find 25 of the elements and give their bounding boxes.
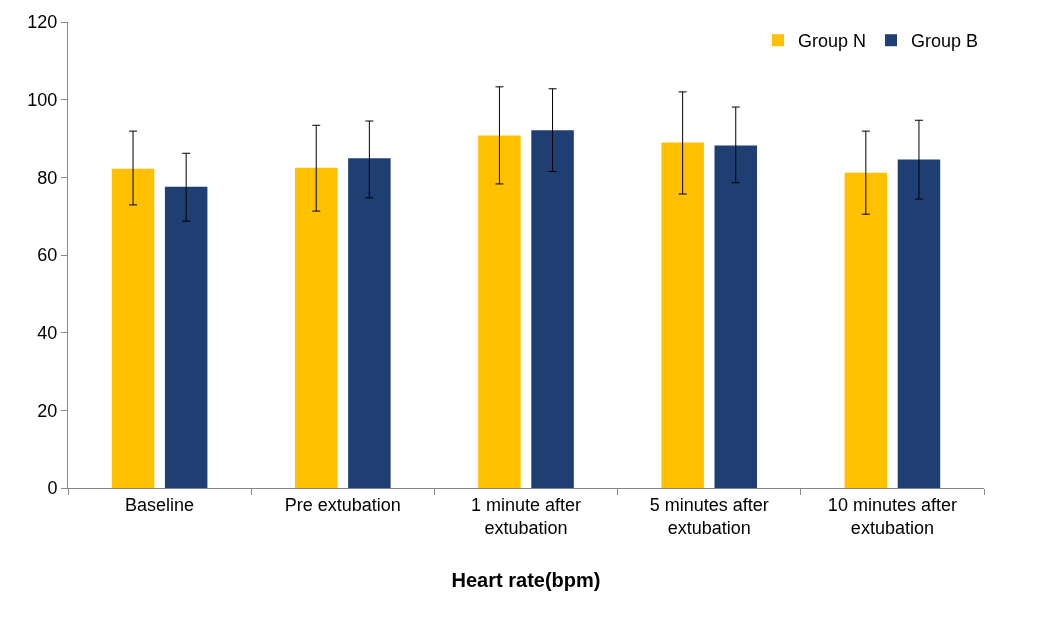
y-tick-label: 80 [37, 167, 58, 188]
x-tick-label: Baseline [125, 494, 195, 515]
x-axis-title: Heart rate(bpm) [451, 568, 601, 591]
y-tick-label: 0 [47, 478, 58, 499]
x-tick-label: 5 minutes after extubation [649, 494, 769, 538]
x-tick-label: 10 minutes after extubation [827, 494, 957, 538]
bar [348, 158, 391, 488]
y-tick-label: 40 [37, 322, 58, 343]
bar [844, 172, 888, 488]
y-tick-label: 60 [37, 245, 58, 266]
legend-label: Group N [798, 31, 867, 52]
bar [164, 186, 208, 488]
bar [478, 135, 521, 488]
y-tick-label: 100 [27, 89, 58, 110]
bar [531, 130, 574, 488]
bar [661, 142, 704, 488]
y-tick-label: 120 [27, 12, 58, 33]
bar [897, 159, 941, 488]
bar [714, 145, 758, 488]
x-tick-label: 1 minute after extubation [470, 494, 582, 538]
legend-label: Group B [911, 31, 979, 52]
y-tick-label: 20 [37, 400, 58, 421]
bar [294, 167, 338, 488]
bar [111, 168, 155, 488]
x-tick-label: Pre extubation [284, 494, 401, 515]
